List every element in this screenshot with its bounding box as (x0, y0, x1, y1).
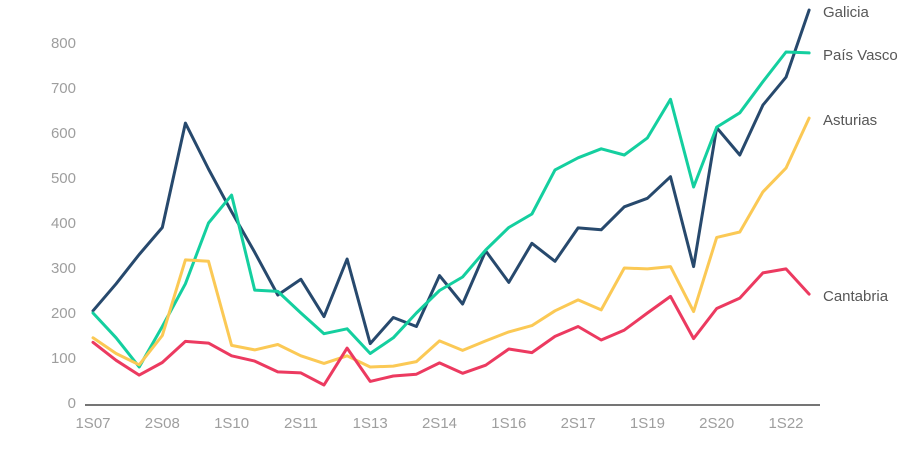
series-label-asturias: Asturias (823, 112, 878, 130)
x-axis-tick-label: 2S17 (561, 415, 596, 432)
x-axis-tick-label: 1S13 (353, 415, 388, 432)
x-axis-tick-label: 1S07 (75, 415, 110, 432)
y-axis-tick-label: 100 (51, 350, 76, 367)
series-line-galicia (91, 8, 811, 346)
y-axis-tick-label: 700 (51, 80, 76, 97)
x-axis-tick-label: 1S16 (491, 415, 526, 432)
series-label-galicia: Galicia (823, 4, 869, 22)
x-axis-tick-label: 1S22 (768, 415, 803, 432)
y-axis-tick-label: 0 (68, 395, 76, 412)
y-axis-tick-label: 200 (51, 305, 76, 322)
y-axis-tick-label: 400 (51, 215, 76, 232)
x-axis-tick-label: 1S10 (214, 415, 249, 432)
x-axis-tick-label: 2S11 (284, 415, 318, 432)
x-axis-tick-label: 1S19 (630, 415, 665, 432)
y-axis-tick-label: 800 (51, 35, 76, 52)
series-label-cantabria: Cantabria (823, 288, 889, 306)
y-axis-tick-label: 500 (51, 170, 76, 187)
x-axis-tick-label: 2S20 (699, 415, 734, 432)
y-axis-tick-label: 300 (51, 260, 76, 277)
y-axis-tick-label: 600 (51, 125, 76, 142)
series-line-pa-s-vasco (91, 50, 811, 369)
x-axis-tick-label: 2S14 (422, 415, 457, 432)
series-line-cantabria (91, 267, 811, 387)
x-axis-tick-label: 2S08 (145, 415, 180, 432)
series-line-asturias (91, 116, 811, 369)
series-label-pa-s-vasco: País Vasco (823, 46, 898, 64)
